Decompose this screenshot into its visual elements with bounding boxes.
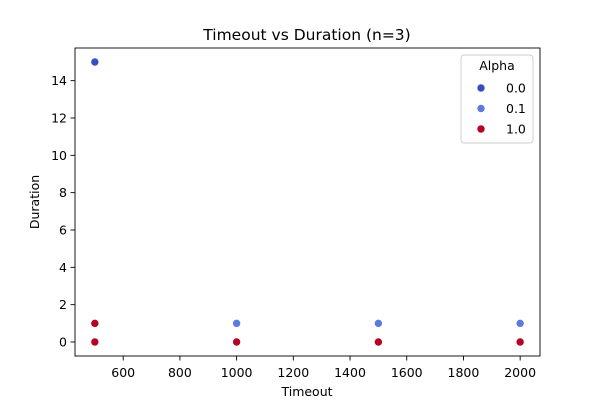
legend: Alpha 0.0 0.1 1.0 — [460, 54, 534, 144]
y-tick-label: 14 — [51, 73, 67, 88]
x-tick-label: 600 — [111, 365, 135, 380]
x-tick-label: 1000 — [221, 365, 253, 380]
x-tick-label: 1200 — [277, 365, 309, 380]
plot-area — [90, 57, 525, 347]
y-tick-label: 10 — [51, 148, 67, 163]
data-point — [90, 57, 100, 67]
legend-marker — [476, 83, 486, 93]
data-point — [515, 319, 525, 328]
data-point — [90, 319, 100, 328]
data-point — [232, 337, 241, 347]
x-tick-label: 2000 — [504, 365, 536, 380]
y-axis-label: Duration — [27, 175, 42, 229]
data-point — [90, 337, 100, 347]
y-tick-label: 0 — [59, 335, 67, 350]
y-tick-label: 8 — [59, 185, 67, 200]
legend-label: 0.1 — [506, 101, 526, 116]
y-axis: 0 2 4 6 8 10 12 14 — [51, 73, 75, 350]
y-tick-label: 12 — [51, 111, 67, 126]
x-tick-label: 1800 — [448, 365, 480, 380]
y-tick-label: 6 — [59, 223, 67, 238]
data-point — [374, 337, 383, 347]
legend-items: 0.0 0.1 1.0 — [476, 81, 526, 137]
data-point — [515, 337, 525, 347]
legend-label: 1.0 — [506, 122, 526, 137]
x-axis: 600 800 1000 1200 1400 1600 1800 2000 — [111, 356, 536, 380]
chart-title: Timeout vs Duration (n=3) — [202, 26, 410, 44]
axes-frame — [74, 47, 541, 357]
legend-box — [460, 54, 534, 144]
data-point — [374, 319, 383, 328]
y-tick-label: 4 — [59, 260, 67, 275]
x-tick-label: 800 — [168, 365, 192, 380]
x-axis-label: Timeout — [280, 384, 332, 399]
data-point — [232, 319, 241, 328]
legend-label: 0.0 — [506, 81, 526, 96]
legend-marker — [476, 124, 486, 134]
x-tick-label: 1600 — [391, 365, 423, 380]
legend-title: Alpha — [479, 58, 515, 73]
legend-marker — [476, 104, 486, 113]
y-tick-label: 2 — [59, 297, 67, 312]
x-tick-label: 1400 — [334, 365, 366, 380]
